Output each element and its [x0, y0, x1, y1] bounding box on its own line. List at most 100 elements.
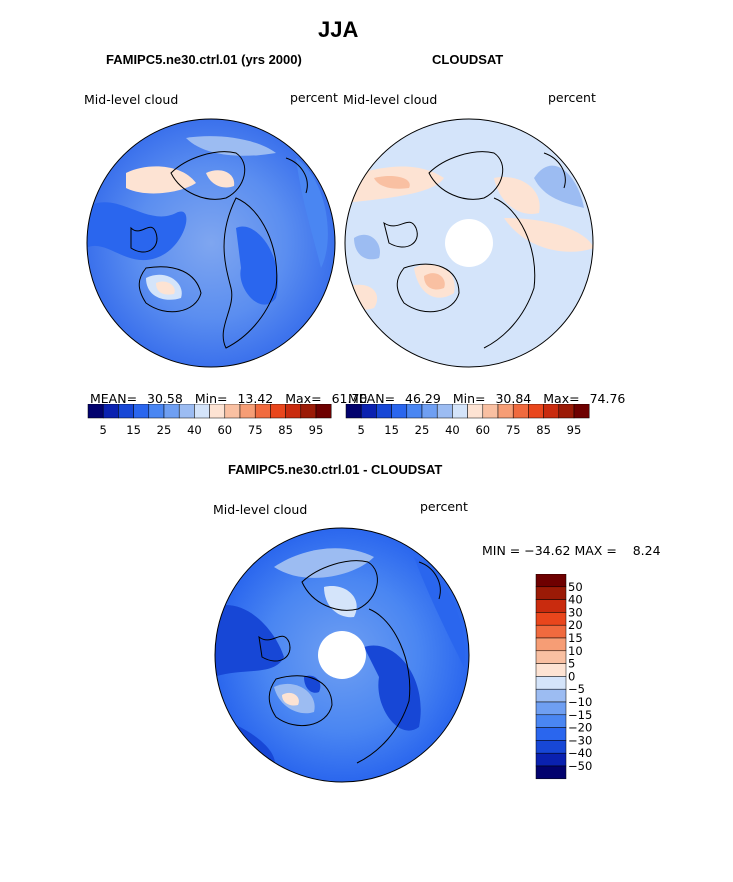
panel2-colorbar-tick-label: 95 [567, 423, 582, 437]
panel2-units-label: percent [548, 90, 596, 105]
panel2-colorbar-tick-label: 40 [445, 423, 460, 437]
panel1-coastline [130, 226, 158, 253]
panel1-coastline [285, 157, 308, 194]
panel3-colorbar-cell [535, 663, 567, 677]
panel3-region [364, 645, 421, 731]
panel2-colorbar-cell [497, 404, 514, 419]
panel3-colorbar-cell [535, 574, 567, 588]
panel3-polar-map [214, 527, 470, 783]
panel2-stats: MEAN= 46.29 Min= 30.84 Max= 74.76 [348, 391, 625, 406]
panel3-coastline [301, 560, 378, 611]
panel3-missing-pole [318, 631, 366, 679]
panel3-colorbar-cell [535, 599, 567, 613]
panel3-colorbar-tick-label: 20 [568, 618, 583, 632]
panel1-colorbar-cell [254, 404, 271, 419]
panel3-colorbar-cell [535, 676, 567, 690]
panel3-colorbar-cell [535, 586, 567, 600]
panel1-colorbar-cell [270, 404, 286, 419]
panel3-title: FAMIPC5.ne30.ctrl.01 - CLOUDSAT [228, 462, 443, 477]
panel3-coastline [418, 561, 441, 600]
panel2-variable-label: Mid-level cloud [343, 92, 438, 107]
figure-title: JJA [318, 17, 359, 42]
panel3-colorbar-cell [535, 701, 567, 716]
panel2-coastline [543, 152, 566, 189]
panel1-colorbar-cell [87, 404, 104, 419]
panel2-colorbar-tick-label: 25 [415, 423, 430, 437]
panel3-colorbar-tick-label: −5 [568, 682, 585, 696]
panel2-warm-region [424, 273, 445, 290]
panel2-warm-region [494, 177, 540, 214]
panel1-variable-label: Mid-level cloud [84, 92, 179, 107]
panel1-colorbar-cell [118, 404, 134, 419]
panel3-colorbar-cell [535, 727, 567, 741]
panel1-title: FAMIPC5.ne30.ctrl.01 (yrs 2000) [106, 52, 302, 67]
panel2-coastline [428, 151, 504, 200]
panel3-variable-label: Mid-level cloud [213, 502, 308, 517]
panel3-colorbar-tick-label: −20 [568, 721, 592, 735]
panel2-mean-label: MEAN= [348, 391, 396, 406]
panel3-colorbar-tick-label: 0 [568, 669, 575, 683]
panel2-map-border [344, 118, 594, 368]
panel3-colorbar-tick-label: 10 [568, 644, 583, 658]
panel1-region [186, 136, 276, 156]
panel1-map-border [86, 118, 336, 368]
panel3-coastline [268, 675, 333, 726]
panel3-colorbar-cell [535, 688, 567, 703]
panel1-colorbar: 5 15 25 40 60 75 85 95 [87, 404, 332, 437]
panel2-max-value: 74.76 [589, 391, 626, 406]
panel1-colorbar-cell [178, 404, 195, 419]
panel2-coastline [396, 263, 460, 313]
panel3-colorbar-tick-label: −30 [568, 733, 592, 747]
panel3-coastline [258, 635, 291, 662]
panel2-coastline [383, 221, 418, 248]
panel2-warm-region [504, 218, 593, 252]
panel2-max-label: Max= [543, 391, 580, 406]
panel1-colorbar-tick-label: 25 [157, 423, 172, 437]
panel2-colorbar-cell [452, 404, 468, 419]
panel2-colorbar-cell [512, 404, 529, 419]
panel2-colorbar-tick-label: 60 [475, 423, 490, 437]
panel2-colorbar-cell [467, 404, 484, 419]
panel2-missing-pole [445, 219, 493, 267]
panel1-colorbar-cell [209, 404, 226, 419]
panel3-colorbar-cell [535, 752, 567, 767]
panel3-colorbar-cell [535, 612, 567, 626]
panel1-region [236, 226, 278, 305]
panel2-colorbar-cell [558, 404, 575, 419]
panel3-region [274, 548, 374, 578]
panel1-coastline [138, 266, 202, 313]
panel1-units-label: percent [290, 90, 338, 105]
panel1-warm-region [206, 170, 235, 188]
panel2-min-label: Min= [452, 391, 486, 406]
panel3-colorbar-cell [535, 765, 567, 780]
panel1-polar-map [86, 118, 336, 368]
panel2-colorbar: 5 15 25 40 60 75 85 95 [345, 404, 590, 437]
panel2-title: CLOUDSAT [432, 52, 504, 67]
panel1-region [296, 158, 328, 268]
panel2-colorbar-cell [391, 404, 408, 419]
panel1-coastline [222, 197, 278, 349]
panel2-colorbar-cell [376, 404, 392, 419]
panel3-colorbar-tick-label: 50 [568, 580, 583, 594]
panel1-warm-region [126, 166, 196, 194]
panel3-region [324, 586, 357, 618]
panel1-colorbar-tick-label: 5 [100, 423, 107, 437]
panel1-colorbar-tick-label: 75 [248, 423, 263, 437]
panel3-colorbar-cell [535, 650, 567, 664]
panel3-colorbar-tick-label: 30 [568, 605, 583, 619]
panel1-min-label: Min= [194, 391, 228, 406]
panel2-coastline [483, 197, 536, 349]
panel2-region [354, 234, 380, 260]
panel2-colorbar-cell [360, 404, 377, 419]
panel1-colorbar-cell [102, 404, 119, 419]
panel1-colorbar-cell [300, 404, 317, 419]
panel2-region [534, 165, 584, 208]
panel3-colorbar-tick-label: 5 [568, 657, 575, 671]
panel1-colorbar-cell [148, 404, 165, 419]
panel2-polar-map [344, 118, 594, 368]
panel1-max-label: Max= [285, 391, 322, 406]
panel2-colorbar-tick-label: 15 [384, 423, 399, 437]
panel2-colorbar-cell [573, 404, 590, 419]
panel1-colorbar-cell [239, 404, 256, 419]
panel1-mean-label: MEAN= [90, 391, 138, 406]
